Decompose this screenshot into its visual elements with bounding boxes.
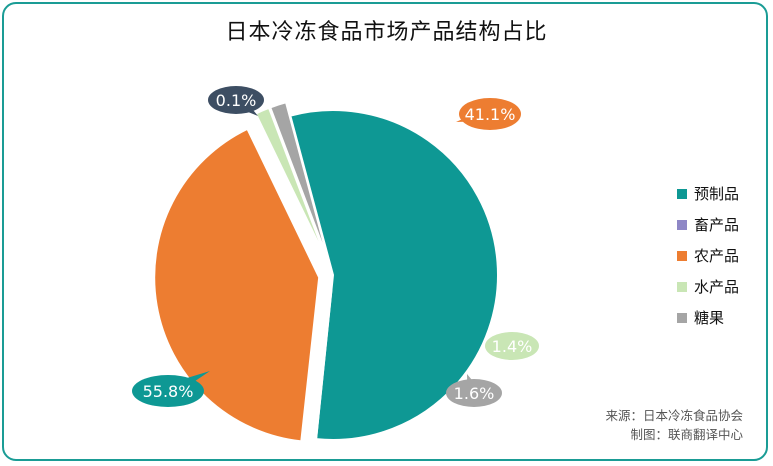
data-label-bubble-2 <box>459 98 521 130</box>
legend-label-candy: 糖果 <box>694 309 725 327</box>
legend-item-aquatic: 水产品 <box>677 271 739 302</box>
legend-label-agricultural: 农产品 <box>694 247 740 265</box>
legend-label-prepared: 预制品 <box>694 185 740 203</box>
legend-label-aquatic: 水产品 <box>694 278 740 296</box>
data-label-text-3: 1.4% <box>492 337 533 356</box>
legend-item-prepared: 预制品 <box>677 178 739 209</box>
pie-slice-1 <box>312 288 333 455</box>
chart-title: 日本冷冻食品市场产品结构占比 <box>225 20 548 45</box>
data-label-bubble-3 <box>485 332 539 360</box>
data-label-1: 0.1% <box>208 86 264 116</box>
data-label-bubble-4 <box>446 379 502 407</box>
legend: 预制品 畜产品 农产品 水产品 糖果 <box>677 178 739 333</box>
data-label-bubble-0 <box>132 375 204 407</box>
data-label-0: 55.8% <box>132 371 210 407</box>
pie-slice-2 <box>153 127 321 443</box>
legend-swatch-livestock <box>677 219 687 230</box>
legend-swatch-candy <box>677 312 687 323</box>
legend-item-livestock: 畜产品 <box>677 209 739 240</box>
made-by-text: 制图：联商翻译中心 <box>630 427 743 442</box>
legend-swatch-prepared <box>677 188 687 199</box>
data-label-bubble-1 <box>208 86 264 114</box>
legend-item-candy: 糖果 <box>677 302 739 333</box>
legend-swatch-aquatic <box>677 281 687 292</box>
data-label-text-1: 0.1% <box>216 91 257 110</box>
data-label-text-0: 55.8% <box>143 382 194 401</box>
data-label-text-2: 41.1% <box>465 105 516 124</box>
legend-swatch-agricultural <box>677 250 687 261</box>
source-note: 来源：日本冷冻食品协会 制图：联商翻译中心 <box>605 406 743 444</box>
data-label-4: 1.6% <box>446 374 502 407</box>
legend-label-livestock: 畜产品 <box>694 216 740 234</box>
pie-slice-0 <box>289 109 499 441</box>
pie-slice-4 <box>268 101 330 263</box>
data-label-2: 41.1% <box>456 98 521 130</box>
legend-item-agricultural: 农产品 <box>677 240 739 271</box>
data-label-text-4: 1.6% <box>454 384 495 403</box>
source-text: 来源：日本冷冻食品协会 <box>605 408 743 423</box>
data-label-3: 1.4% <box>485 332 539 360</box>
